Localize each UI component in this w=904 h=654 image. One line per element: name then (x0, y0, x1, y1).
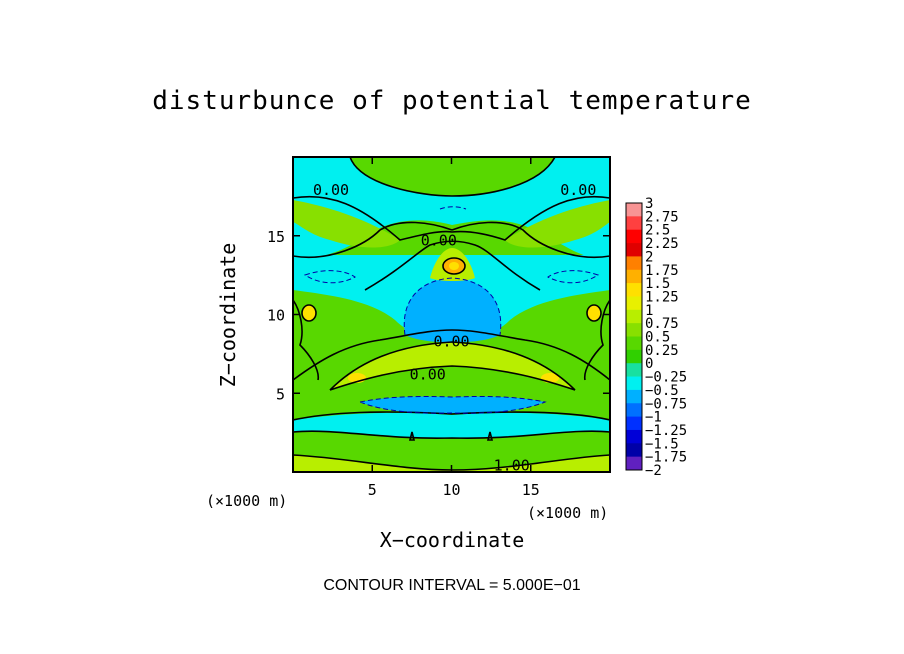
contour-line (293, 195, 610, 241)
colorbar-label: 0 (645, 356, 653, 372)
contour-line (451, 221, 610, 258)
contour-line (293, 329, 610, 381)
colorbar-swatch (626, 363, 642, 377)
contour-line (329, 341, 576, 391)
colorbar-swatch (626, 349, 642, 364)
contour-line (293, 430, 610, 440)
contour-label: 0.00 (421, 231, 457, 249)
contour-line (293, 411, 610, 421)
negative-contour (303, 270, 356, 284)
field-upper-band (293, 157, 610, 259)
colorbar-frame (625, 202, 643, 471)
colorbar-label: 0.25 (645, 343, 679, 359)
colorbar-label: −1.75 (645, 450, 687, 466)
negative-contour (403, 277, 502, 336)
chart-title: disturbunce of potential temperature (152, 86, 752, 116)
contour-labels: 0.00 0.00 0.00 0.00 0.00 1.00 (313, 181, 596, 475)
field-cell-left (302, 305, 316, 321)
colorbar-label: 1.75 (645, 263, 679, 279)
colorbar-swatch (626, 429, 642, 444)
contour-line (583, 299, 610, 381)
colorbar-swatch (626, 216, 642, 231)
axis-ticks: 5 10 15 5 10 15 (267, 157, 610, 499)
contour-line (349, 157, 556, 197)
contour-label: 0.00 (560, 181, 596, 199)
contour-line (329, 365, 576, 391)
contour-label: 0.00 (313, 181, 349, 199)
negative-contour (439, 206, 467, 210)
colorbar-label: 1 (645, 303, 653, 319)
colorbar-swatch (626, 416, 642, 431)
colorbar-swatch (626, 229, 642, 244)
colorbar-swatch (626, 336, 642, 351)
colorbar-label: −1.25 (645, 423, 687, 439)
field-lobe-right (505, 200, 610, 248)
colorbar-swatch (626, 323, 642, 337)
negative-contour (358, 396, 547, 414)
colorbar-label: −1.5 (645, 436, 679, 452)
colorbar-label: −1 (645, 410, 662, 426)
contour-label: 1.00 (494, 457, 530, 475)
colorbar-swatch (626, 203, 642, 217)
negative-contours (303, 206, 600, 414)
x-tick-label: 10 (442, 481, 460, 499)
field-cell-right (587, 305, 601, 321)
negative-contour (547, 270, 600, 284)
colorbar-swatch (626, 309, 642, 324)
colorbar-label: 1.25 (645, 289, 679, 305)
colorbar-swatch (626, 283, 642, 297)
field-lower-cold (360, 396, 545, 414)
colorbar-swatch (626, 403, 642, 417)
contour-line (293, 221, 453, 258)
colorbar-swatch (626, 443, 642, 458)
y-axis-unit: (×1000 m) (206, 492, 288, 510)
colorbar-swatch (626, 456, 642, 471)
colorbar-label: 3 (645, 196, 653, 212)
contour-line (408, 431, 416, 441)
y-tick-label: 15 (267, 228, 285, 246)
y-tick-label: 10 (267, 307, 285, 325)
colorbar-swatch (626, 376, 642, 391)
colorbar-swatch (626, 256, 642, 271)
y-tick-label: 5 (276, 385, 285, 403)
colorbar-label: −0.5 (645, 383, 679, 399)
colorbar-label: −0.25 (645, 370, 687, 386)
x-axis-unit: (×1000 m) (527, 504, 609, 522)
colorbar-swatch (626, 389, 642, 404)
field-cold-dome (404, 278, 501, 343)
colorbar-label: 0.75 (645, 316, 679, 332)
x-tick-label: 5 (368, 481, 377, 499)
field-lower-cyan (293, 412, 610, 439)
contour-line (486, 431, 494, 441)
colorbar: 32.752.52.2521.751.51.2510.750.50.250−0.… (625, 196, 687, 479)
x-tick-label: 15 (522, 481, 540, 499)
contour-line (293, 299, 320, 381)
field-top-cap (350, 157, 555, 196)
colorbar-swatch (626, 296, 642, 311)
contour-line (442, 257, 466, 275)
contour-label: 0.00 (433, 332, 469, 350)
contour-line (586, 304, 602, 322)
contour-field: 0.00 0.00 0.00 0.00 0.00 1.00 (293, 157, 610, 475)
colorbar-label: −2 (645, 463, 662, 479)
colorbar-swatch (626, 243, 642, 257)
contour-line (364, 240, 541, 291)
colorbar-label: 2 (645, 249, 653, 265)
colorbar-label: 1.5 (645, 276, 670, 292)
colorbar-label: 2.25 (645, 236, 679, 252)
colorbar-label: 2.75 (645, 209, 679, 225)
colorbar-label: 2.5 (645, 223, 670, 239)
colorbar-label: −0.75 (645, 396, 687, 412)
contour-label: 0.00 (410, 365, 446, 383)
colorbar-label: 0.5 (645, 330, 670, 346)
contour-line (301, 304, 317, 322)
field-peak-core (449, 262, 459, 270)
colorbar-swatch (626, 269, 642, 284)
x-axis-label: X−coordinate (379, 528, 525, 552)
contour-interval-note: CONTOUR INTERVAL = 5.000E−01 (323, 577, 581, 594)
